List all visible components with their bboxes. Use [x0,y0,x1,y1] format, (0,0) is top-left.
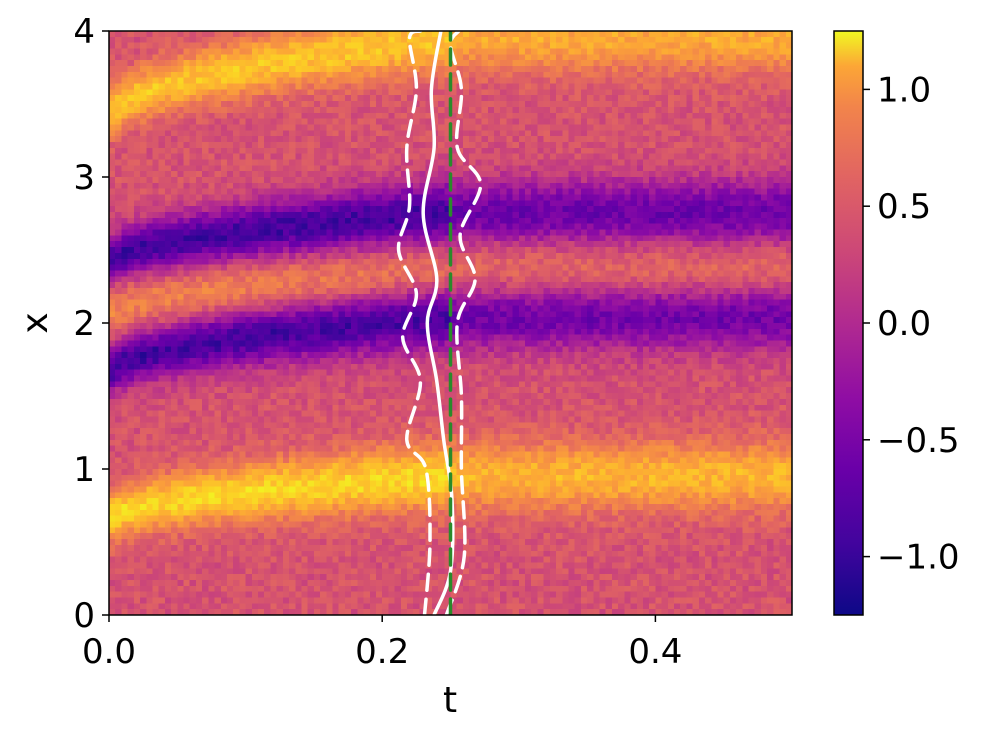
colorbar-tick-label: −0.5 [877,421,960,461]
colorbar: 1.0 0.5 0.0 −0.5 −1.0 [833,30,960,616]
plot-area [108,30,793,616]
y-axis: 0 1 2 3 4 [73,12,109,636]
dashed-line-1 [396,31,432,615]
x-axis-label: t [443,680,457,721]
x-tick-label: 0.2 [355,632,409,672]
colorbar-tick-label: 1.0 [877,70,931,110]
colorbar-tick-label: −1.0 [877,538,960,578]
y-tick-label: 2 [73,304,95,344]
y-axis-label: x [15,312,56,333]
colorbar-tick-label: 0.5 [877,187,931,227]
x-axis: 0.0 0.2 0.4 [82,615,682,672]
y-tick-label: 0 [73,596,95,636]
overlay-lines [396,31,483,615]
y-tick-label: 4 [73,12,95,52]
x-tick-label: 0.0 [82,632,136,672]
colorbar-tick-label: 0.0 [877,304,931,344]
y-tick-label: 1 [73,450,95,490]
colorbar-gradient [833,30,864,616]
solid-line-0 [421,31,455,615]
x-tick-label: 0.4 [628,632,682,672]
y-tick-label: 3 [73,158,95,198]
colorbar-ticks: 1.0 0.5 0.0 −0.5 −1.0 [863,70,960,578]
dashed-line-2 [444,31,483,615]
